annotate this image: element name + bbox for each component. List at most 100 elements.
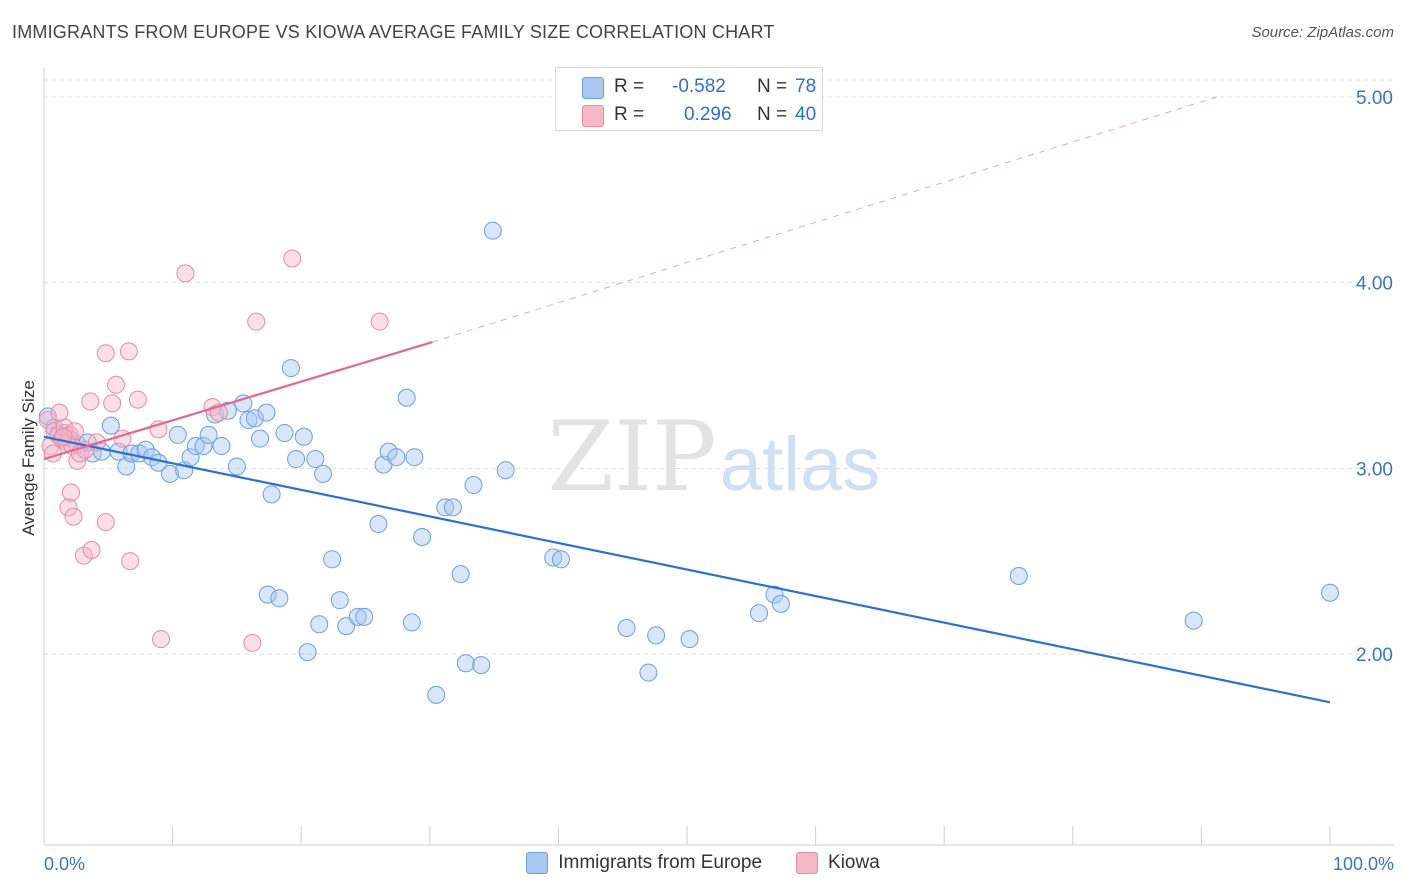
- data-point-europe: [218, 401, 237, 420]
- data-point-kiowa: [107, 375, 126, 394]
- data-point-kiowa: [121, 552, 140, 571]
- data-point-europe: [413, 528, 432, 547]
- data-point-europe: [1321, 583, 1339, 602]
- data-point-europe: [168, 425, 187, 444]
- chart-title: IMMIGRANTS FROM EUROPE VS KIOWA AVERAGE …: [12, 22, 775, 42]
- data-point-europe: [427, 685, 446, 704]
- data-point-europe: [38, 407, 57, 426]
- data-point-europe: [258, 585, 277, 604]
- trend-lines: [43, 96, 1331, 704]
- source-label: Source: ZipAtlas.com: [1251, 24, 1394, 41]
- data-point-europe: [387, 448, 406, 467]
- data-point-europe: [275, 424, 294, 443]
- data-point-kiowa: [247, 312, 266, 331]
- data-point-europe: [234, 394, 253, 413]
- legend-label-kiowa: Kiowa: [828, 852, 880, 873]
- data-point-europe: [483, 221, 502, 240]
- data-point-europe: [1009, 567, 1028, 586]
- data-point-europe: [245, 409, 264, 428]
- data-point-kiowa: [65, 422, 84, 441]
- data-point-kiowa: [50, 403, 69, 422]
- data-point-europe: [314, 464, 333, 483]
- data-point-europe: [101, 416, 120, 435]
- data-point-europe: [294, 427, 313, 446]
- data-point-europe: [680, 630, 699, 649]
- data-point-kiowa: [82, 541, 101, 560]
- data-point-europe: [227, 457, 246, 476]
- n-label: N =: [757, 104, 788, 125]
- blue-swatch: [582, 77, 604, 99]
- trend-line-kiowa: [43, 341, 433, 461]
- data-point-europe: [199, 425, 218, 444]
- data-point-europe: [330, 591, 349, 610]
- data-point-kiowa: [243, 633, 262, 652]
- data-point-europe: [281, 359, 300, 378]
- data-point-europe: [310, 615, 329, 634]
- n-value: 40: [795, 104, 817, 125]
- x-tick-label-max: 100.0%: [1333, 854, 1394, 874]
- data-point-europe: [456, 654, 475, 673]
- data-point-europe: [496, 461, 515, 480]
- n-label: N =: [757, 76, 788, 97]
- data-point-europe: [750, 604, 769, 623]
- data-point-kiowa: [64, 507, 83, 526]
- watermark-atlas: atlas: [720, 422, 881, 507]
- data-point-europe: [262, 485, 281, 504]
- trend-line-kiowa-extension: [432, 96, 1217, 343]
- grid-layer: 2.00 3.00 4.00 5.00: [44, 79, 1394, 666]
- x-tick-label-min: 0.0%: [44, 854, 85, 874]
- data-point-europe: [551, 550, 570, 569]
- data-point-europe: [181, 448, 200, 467]
- data-point-europe: [348, 607, 367, 626]
- legend-item-kiowa[interactable]: Kiowa: [796, 852, 880, 874]
- data-point-europe: [287, 450, 306, 469]
- data-point-europe: [464, 476, 483, 495]
- data-point-europe: [647, 626, 666, 645]
- data-point-europe: [436, 498, 455, 517]
- data-point-europe: [617, 619, 636, 638]
- data-point-europe: [306, 450, 325, 469]
- y-tick-label: 3.00: [1356, 459, 1393, 480]
- watermark: ZIP atlas: [547, 401, 880, 513]
- data-point-kiowa: [152, 630, 171, 649]
- r-label: R =: [614, 76, 645, 97]
- data-point-kiowa: [96, 344, 115, 363]
- legend-swatch-blue: [526, 852, 549, 874]
- axis-layer: [43, 68, 1394, 846]
- data-point-europe: [402, 613, 421, 632]
- y-axis-label: Average Family Size: [19, 380, 38, 536]
- legend-item-europe[interactable]: Immigrants from Europe: [526, 852, 762, 874]
- data-point-europe: [161, 464, 180, 483]
- data-point-kiowa: [59, 498, 78, 517]
- y-tick-label: 2.00: [1356, 645, 1393, 666]
- data-point-europe: [323, 550, 342, 569]
- data-point-europe: [771, 594, 790, 613]
- data-point-europe: [405, 448, 424, 467]
- data-point-europe: [251, 429, 270, 448]
- data-point-kiowa: [128, 390, 147, 409]
- series-kiowa: [38, 249, 389, 652]
- data-point-europe: [765, 585, 784, 604]
- stats-legend: R = -0.582 N = 78 R = 0.296 N = 40: [555, 67, 823, 131]
- y-tick-label: 4.00: [1356, 274, 1393, 295]
- data-point-kiowa: [176, 264, 195, 283]
- data-point-kiowa: [103, 394, 122, 413]
- data-point-europe: [472, 656, 491, 675]
- data-point-europe: [270, 589, 289, 608]
- data-point-europe: [298, 643, 317, 662]
- data-point-europe: [1184, 611, 1203, 630]
- data-point-europe: [397, 388, 416, 407]
- n-value: 78: [795, 76, 817, 97]
- trend-line-europe: [43, 435, 1331, 704]
- legend-label-europe: Immigrants from Europe: [558, 852, 763, 873]
- data-point-europe: [212, 437, 231, 456]
- data-point-europe: [239, 411, 258, 430]
- legend-swatch-pink: [796, 852, 819, 874]
- data-point-kiowa: [81, 392, 100, 411]
- r-value: 0.296: [684, 104, 732, 125]
- data-point-europe: [194, 437, 213, 456]
- r-value: -0.582: [672, 76, 726, 97]
- data-point-europe: [443, 498, 462, 517]
- pink-swatch: [582, 105, 604, 127]
